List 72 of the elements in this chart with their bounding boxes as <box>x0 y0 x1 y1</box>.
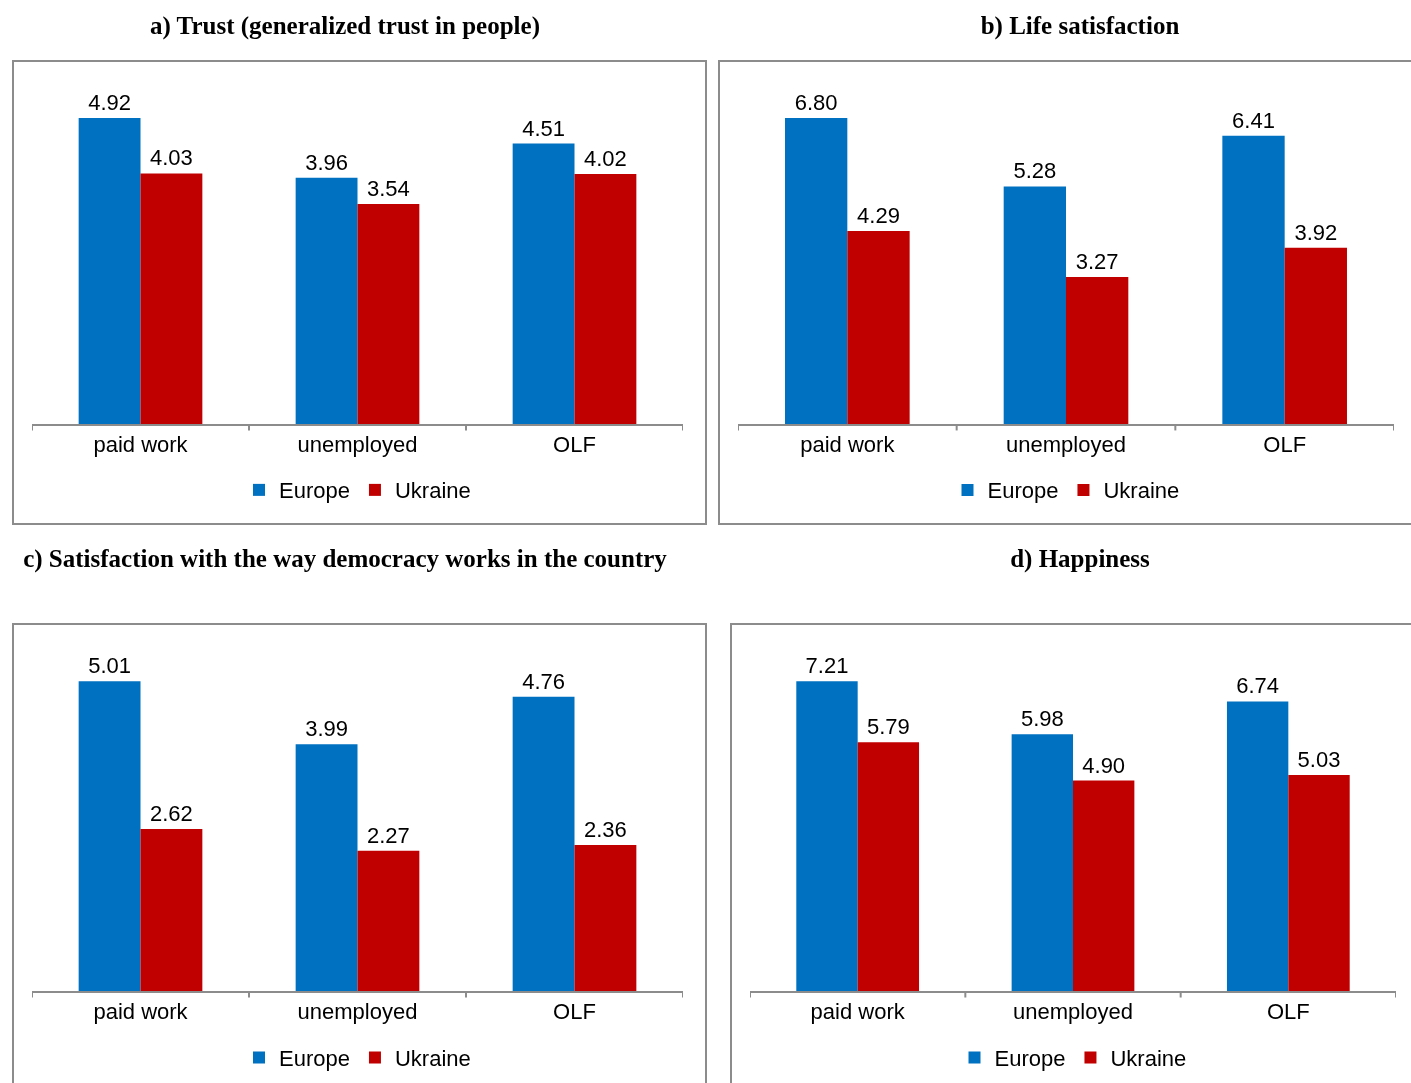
bar <box>574 174 637 424</box>
data-label: 4.51 <box>522 115 565 141</box>
bar <box>1288 774 1350 991</box>
bar <box>512 696 575 991</box>
bar <box>796 681 858 991</box>
x-tick-label: unemployed <box>297 999 418 1025</box>
legend-label: Europe <box>279 1046 350 1072</box>
bar <box>78 681 141 991</box>
bar <box>1284 247 1347 424</box>
bar <box>140 173 203 424</box>
data-label: 3.96 <box>305 149 348 175</box>
chart-title: b) Life satisfaction <box>979 11 1181 42</box>
data-label: 3.27 <box>1075 248 1119 274</box>
legend-label: Europe <box>994 1046 1066 1072</box>
bar <box>847 231 910 424</box>
bar <box>574 845 637 991</box>
x-tick-label: paid work <box>810 999 906 1025</box>
chart-title: d) Happiness <box>1009 544 1151 574</box>
data-label: 5.98 <box>1020 706 1064 732</box>
data-label: 5.79 <box>866 714 910 740</box>
x-tick-label: paid work <box>800 432 896 458</box>
data-label: 7.21 <box>805 653 849 679</box>
x-tick-label: paid work <box>93 432 189 458</box>
x-tick-label: OLF <box>1266 999 1310 1025</box>
legend-label: Ukraine <box>394 1046 471 1072</box>
data-label: 3.99 <box>305 716 348 742</box>
data-label: 5.01 <box>88 653 131 679</box>
legend-label: Ukraine <box>394 478 471 504</box>
bar <box>857 742 920 991</box>
data-label: 3.92 <box>1294 219 1338 245</box>
data-label: 2.36 <box>584 817 627 843</box>
bar <box>357 203 420 424</box>
bar <box>295 744 358 991</box>
x-tick-label: unemployed <box>1013 999 1133 1025</box>
bar <box>78 118 141 424</box>
chart-title: a) Trust (generalized trust in people) <box>149 11 541 42</box>
bar <box>1011 734 1073 991</box>
bar <box>512 143 575 424</box>
data-label: 3.54 <box>367 175 410 201</box>
data-label: 5.03 <box>1297 746 1341 772</box>
x-tick-label: unemployed <box>1006 432 1126 458</box>
bar <box>1073 780 1135 991</box>
bar <box>785 118 848 424</box>
data-label: 6.74 <box>1236 673 1280 699</box>
bar <box>1066 276 1129 424</box>
data-label: 5.28 <box>1013 158 1057 184</box>
bar <box>1222 135 1285 424</box>
data-label: 4.02 <box>584 146 627 172</box>
bar <box>295 177 358 424</box>
x-tick-label: OLF <box>1263 432 1307 458</box>
bar <box>357 850 420 991</box>
chart-title: c) Satisfaction with the way democracy works in the country <box>22 544 668 575</box>
x-tick-label: OLF <box>553 432 596 458</box>
data-label: 2.62 <box>150 801 193 827</box>
x-tick-label: OLF <box>553 999 596 1025</box>
data-label: 4.90 <box>1082 752 1126 778</box>
data-label: 2.27 <box>367 822 410 848</box>
data-label: 4.76 <box>522 668 565 694</box>
bar <box>1003 186 1066 424</box>
legend-label: Ukraine <box>1103 478 1180 504</box>
data-label: 4.03 <box>150 145 193 171</box>
legend-label: Europe <box>279 478 350 504</box>
data-label: 4.29 <box>857 203 900 229</box>
data-label: 6.80 <box>794 90 838 116</box>
legend-label: Europe <box>987 478 1059 504</box>
data-label: 6.41 <box>1232 107 1275 133</box>
legend-label: Ukraine <box>1110 1046 1187 1072</box>
bar <box>1226 701 1289 991</box>
data-label: 4.92 <box>88 90 131 116</box>
x-tick-label: unemployed <box>297 432 418 458</box>
bar <box>140 829 203 991</box>
x-tick-label: paid work <box>93 999 189 1025</box>
